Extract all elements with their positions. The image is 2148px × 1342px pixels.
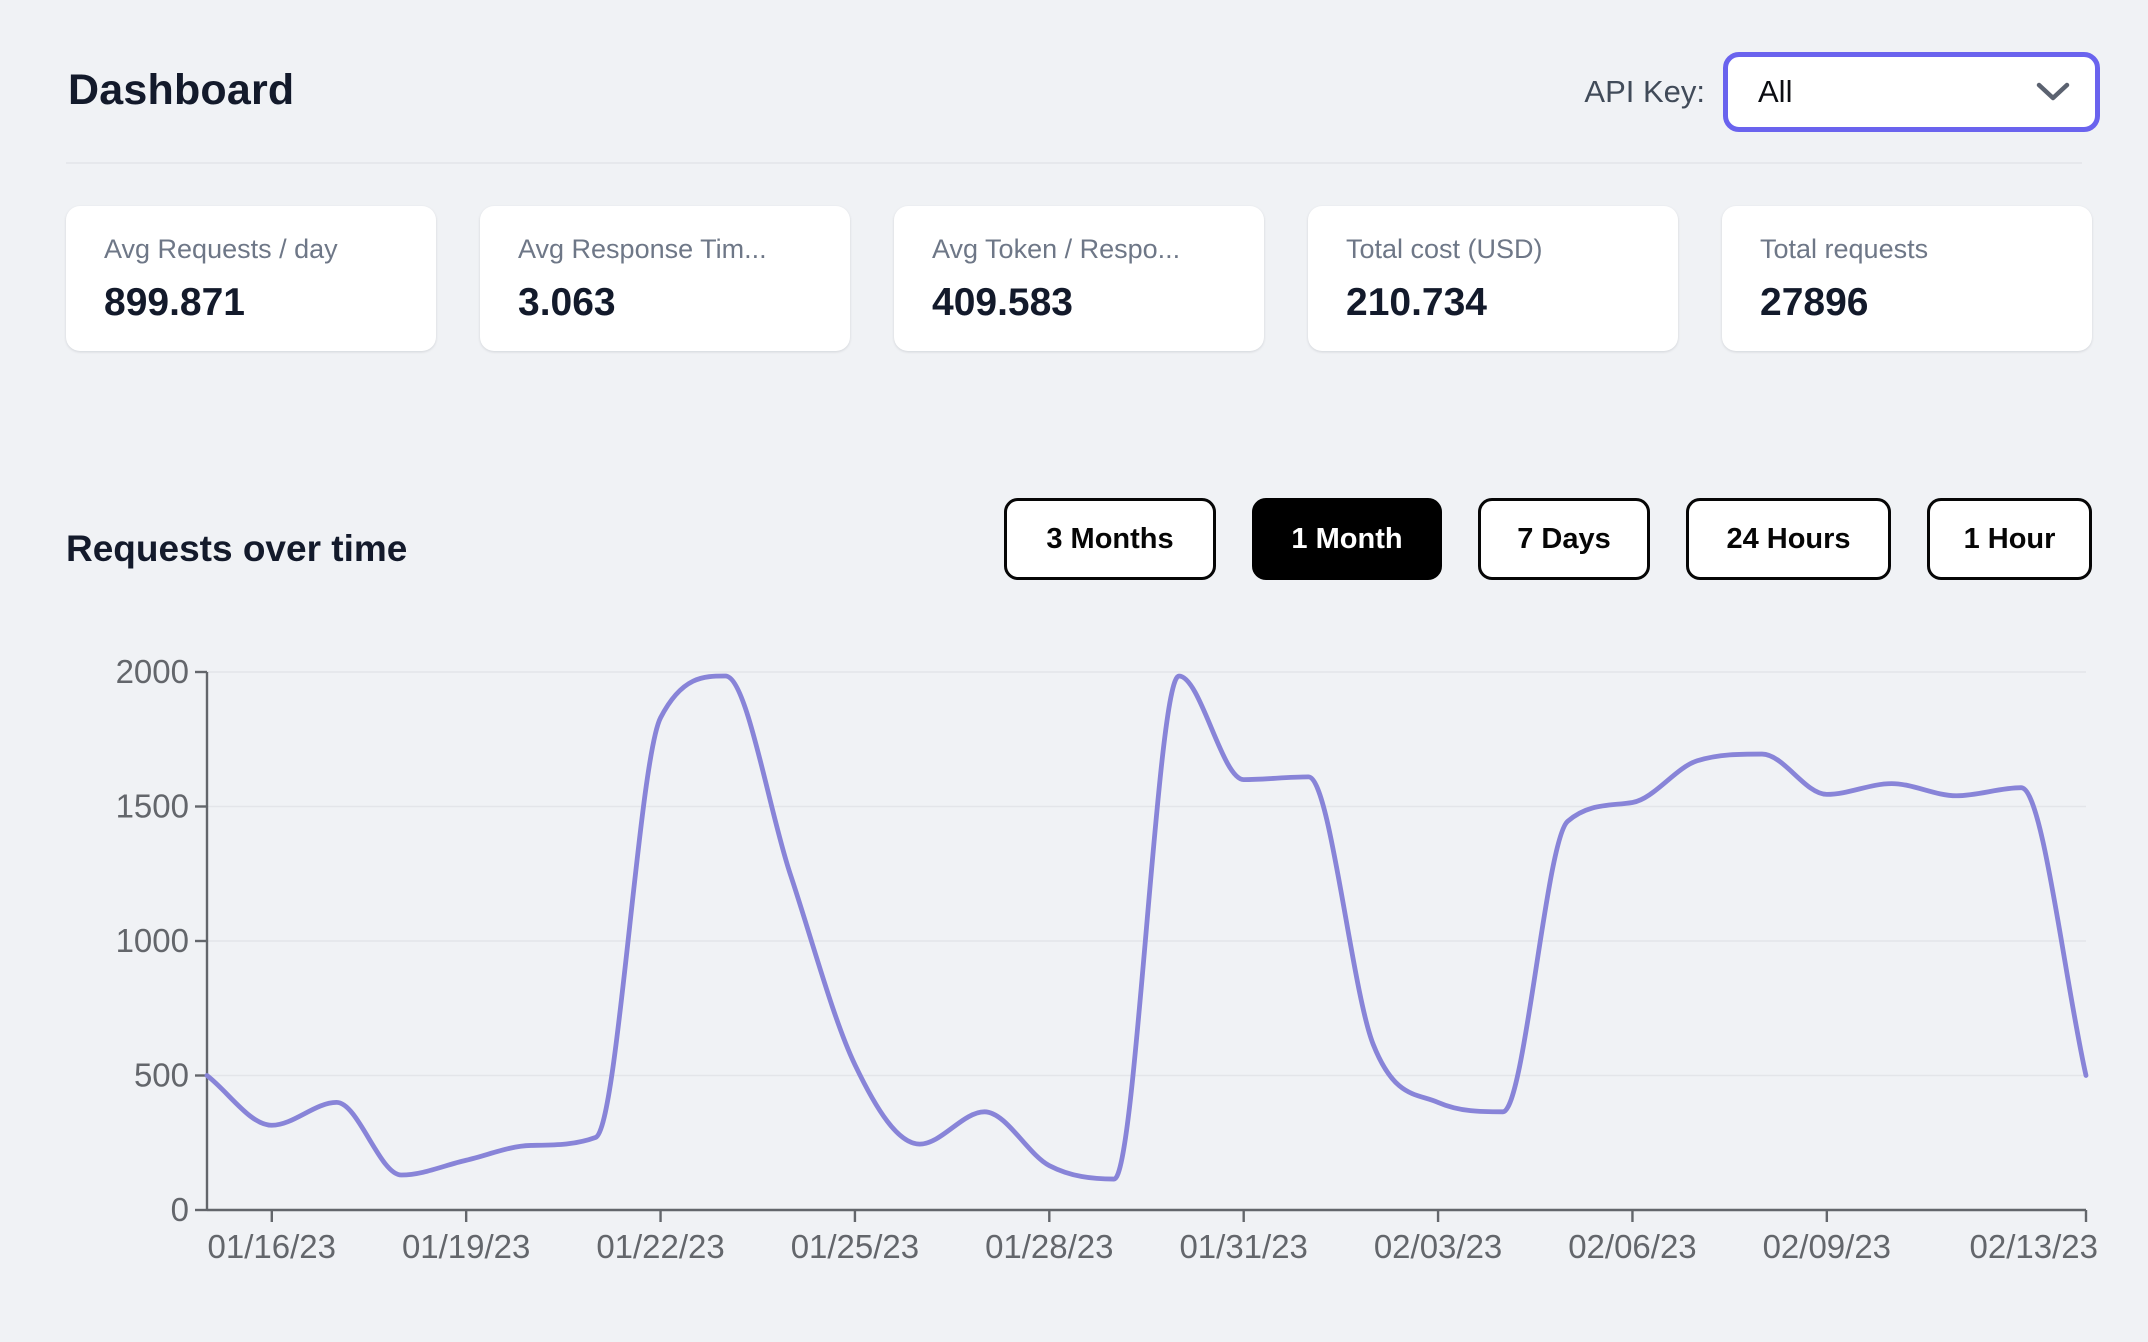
y-tick-label: 2000: [116, 653, 189, 690]
x-tick-label: 01/16/23: [208, 1228, 336, 1265]
stat-card: Total requests 27896: [1722, 206, 2092, 351]
x-tick-label: 01/31/23: [1179, 1228, 1307, 1265]
x-tick-label: 02/06/23: [1568, 1228, 1696, 1265]
stat-label: Total requests: [1760, 234, 1929, 264]
range-button-1-hour[interactable]: 1 Hour: [1927, 498, 2092, 580]
stats-row: Avg Requests / day 899.871 Avg Response Ti…: [66, 206, 2092, 351]
chevron-down-icon: [2036, 82, 2070, 101]
page-title: Dashboard: [68, 66, 295, 114]
range-button-1-month[interactable]: 1 Month: [1252, 498, 1442, 580]
stat-value: 210.734: [1346, 281, 1487, 324]
y-tick-label: 1500: [116, 788, 189, 825]
range-button-7-days[interactable]: 7 Days: [1478, 498, 1650, 580]
stat-value: 27896: [1760, 281, 1869, 324]
api-key-label: API Key:: [1584, 74, 1705, 109]
stat-card: Total cost (USD) 210.734: [1308, 206, 1678, 351]
range-button-3-months[interactable]: 3 Months: [1004, 498, 1216, 580]
x-tick-label: 02/03/23: [1374, 1228, 1502, 1265]
x-tick-label: 02/09/23: [1763, 1228, 1891, 1265]
header-divider: [66, 162, 2082, 164]
x-tick-label: 01/25/23: [791, 1228, 919, 1265]
api-key-selected-value: All: [1758, 74, 1793, 109]
y-tick-label: 1000: [116, 922, 189, 959]
stat-value: 899.871: [104, 281, 245, 324]
stat-value: 3.063: [518, 281, 616, 324]
x-tick-label: 01/28/23: [985, 1228, 1113, 1265]
stat-card: Avg Response Tim... 3.063: [480, 206, 850, 351]
x-tick-label: 01/22/23: [596, 1228, 724, 1265]
range-button-24-hours[interactable]: 24 Hours: [1686, 498, 1891, 580]
stat-value: 409.583: [932, 281, 1073, 324]
stat-label: Avg Response Tim...: [518, 234, 767, 264]
stat-label: Total cost (USD): [1346, 234, 1543, 264]
x-tick-label: 01/19/23: [402, 1228, 530, 1265]
api-key-select[interactable]: All: [1723, 52, 2100, 132]
series-line: [204, 673, 2089, 1182]
y-tick-label: 500: [134, 1057, 189, 1094]
stat-card: Avg Token / Respo... 409.583: [894, 206, 1264, 351]
stat-label: Avg Requests / day: [104, 234, 338, 264]
x-tick-label: 02/13/23: [1970, 1228, 2098, 1265]
range-buttons: 3 Months 1 Month 7 Days 24 Hours 1 Hour: [1004, 498, 2092, 580]
stat-label: Avg Token / Respo...: [932, 234, 1181, 264]
section-title: Requests over time: [66, 528, 408, 569]
y-tick-label: 0: [171, 1191, 189, 1228]
api-key-group: API Key: All: [1584, 52, 2100, 132]
stat-card: Avg Requests / day 899.871: [66, 206, 436, 351]
